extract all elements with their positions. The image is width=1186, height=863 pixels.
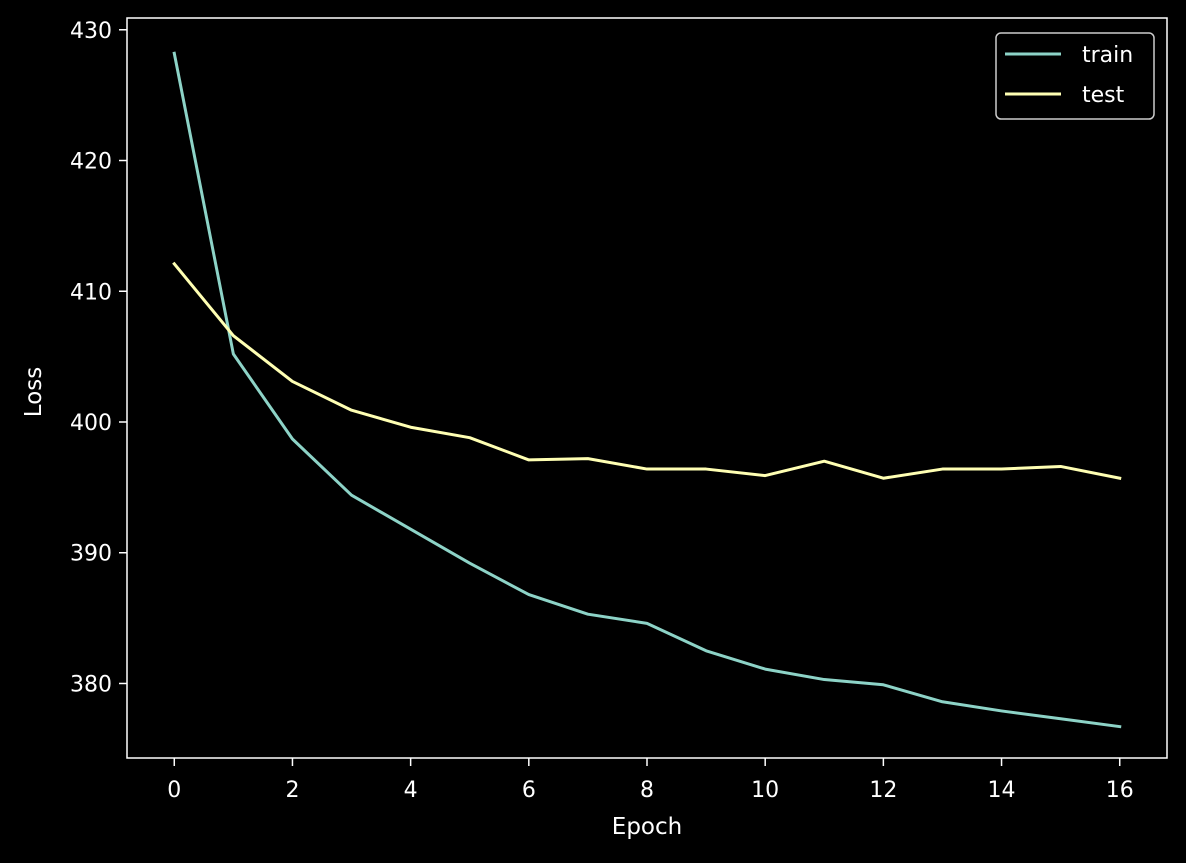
x-tick-label: 10 xyxy=(751,778,779,803)
axis-layer: 0 2 4 6 8 10 12 14 16 380 390 400 410 420 430 xyxy=(70,19,1134,803)
x-tick-label: 0 xyxy=(167,778,181,803)
x-tick-label: 14 xyxy=(988,778,1016,803)
y-tick-label: 390 xyxy=(70,542,112,567)
x-axis-label: Epoch xyxy=(612,814,682,840)
legend-label-train: train xyxy=(1082,43,1133,68)
x-tick-label: 6 xyxy=(522,778,536,803)
y-tick-label: 400 xyxy=(70,411,112,436)
x-tick-label: 2 xyxy=(285,778,299,803)
y-tick-label: 380 xyxy=(70,672,112,697)
x-tick-label: 12 xyxy=(869,778,897,803)
y-tick-label: 420 xyxy=(70,150,112,175)
legend: train test xyxy=(995,32,1155,120)
y-tick-label: 410 xyxy=(70,280,112,305)
x-tick-label: 8 xyxy=(640,778,654,803)
series-layer xyxy=(172,51,1122,729)
y-tick-label: 430 xyxy=(70,19,112,44)
legend-label-test: test xyxy=(1082,83,1125,108)
y-axis-label: Loss xyxy=(21,367,47,417)
x-tick-label: 4 xyxy=(404,778,418,803)
series-line-train xyxy=(172,51,1122,729)
series-line-test xyxy=(172,261,1122,480)
x-tick-label: 16 xyxy=(1106,778,1134,803)
